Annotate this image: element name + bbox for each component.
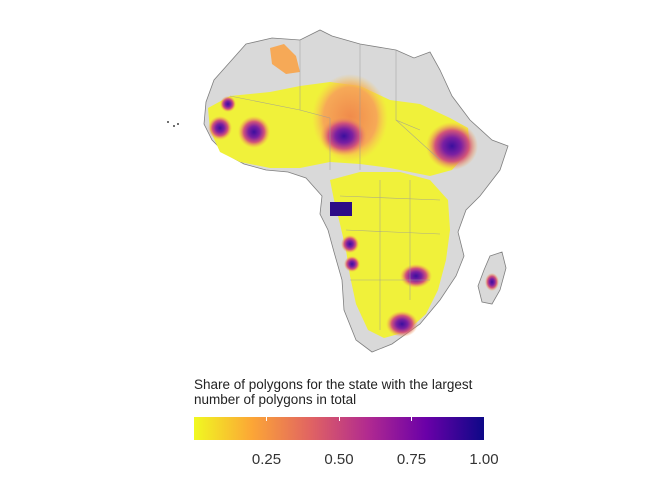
legend-tick-mark — [266, 417, 267, 421]
hotspot-zimbabwe — [400, 264, 432, 288]
legend-tick-mark — [338, 417, 340, 421]
hotspot-westafrica-1 — [238, 116, 270, 148]
hotspot-gabon — [330, 202, 352, 216]
legend-tick-label: 0.75 — [396, 451, 427, 468]
hotspot-westafrica-3 — [220, 96, 236, 112]
hotspot-chad — [320, 116, 368, 156]
legend-colorbar — [194, 417, 484, 440]
cape-verde-islands — [167, 121, 179, 127]
legend-tick-label: 1.00 — [469, 451, 499, 468]
hotspot-westafrica-2 — [208, 116, 232, 140]
legend-tick-mark — [483, 417, 485, 421]
legend-tick-mark — [411, 417, 412, 421]
country-borders — [229, 40, 441, 330]
hotspot-south — [386, 311, 418, 337]
legend-title: Share of polygons for the state with the… — [194, 377, 494, 407]
legend-tick-label: 0.50 — [324, 451, 354, 468]
hotspot-ethiopia — [426, 122, 478, 170]
hotspot-angola-2 — [344, 256, 360, 272]
hotspot-madagascar — [485, 273, 499, 291]
coverage-north — [270, 44, 300, 74]
legend-tick-label: 0.25 — [251, 451, 282, 468]
coverage-central-south — [330, 172, 450, 338]
legend-title-line2: number of polygons in total — [194, 392, 357, 407]
hotspot-angola-1 — [341, 235, 359, 253]
legend-title-line1: Share of polygons for the state with the… — [194, 377, 473, 392]
